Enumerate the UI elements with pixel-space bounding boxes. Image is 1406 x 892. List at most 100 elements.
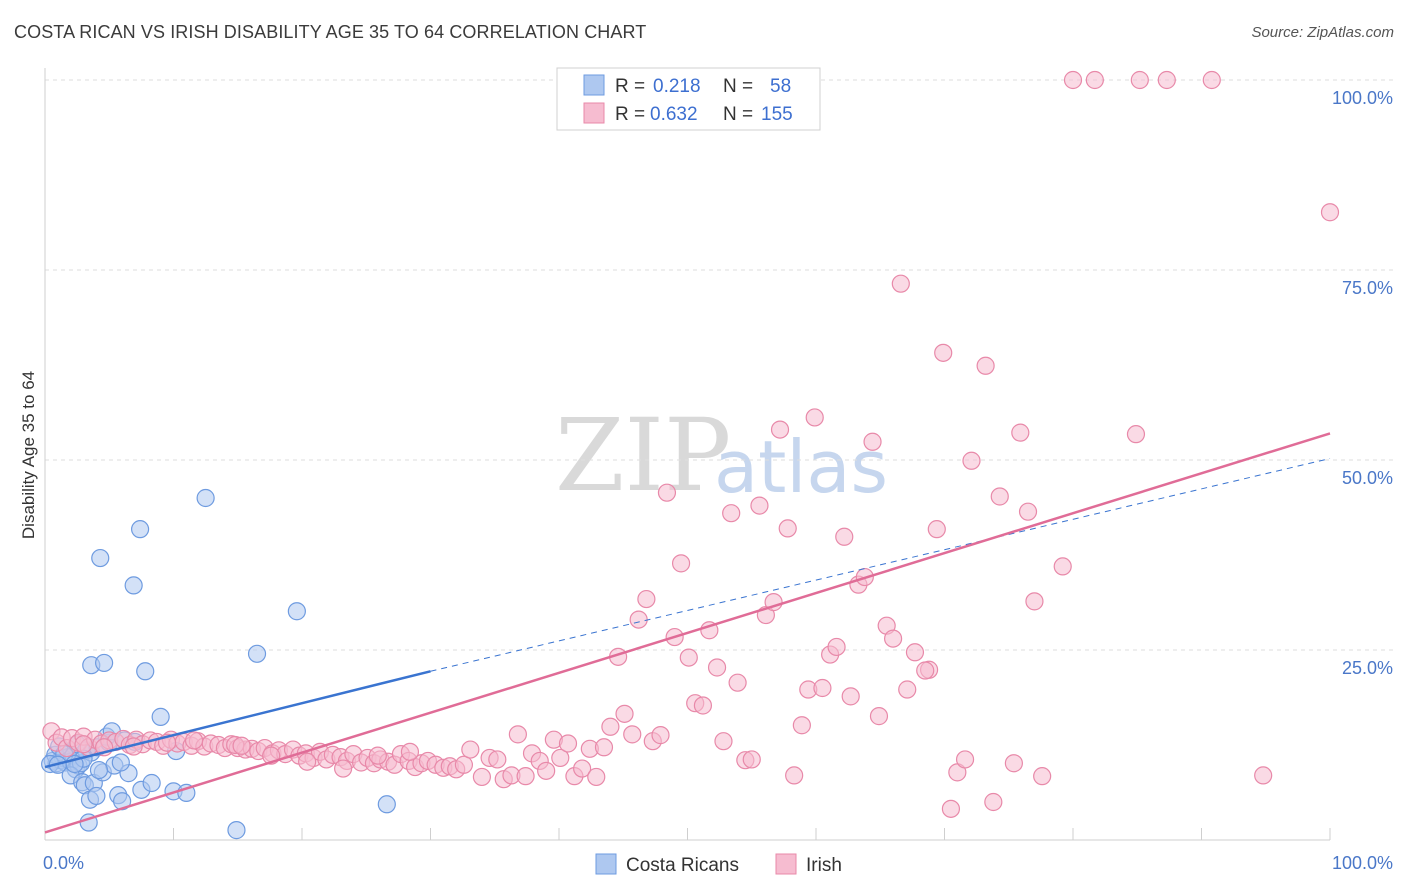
legend-r-label-costa: R = [615, 76, 645, 97]
point-irish-114 [750, 496, 769, 515]
point-irish-97 [629, 610, 648, 629]
point-irish-139 [934, 343, 953, 362]
point-irish-158 [1202, 70, 1221, 90]
point-irish-120 [792, 716, 811, 735]
bottom-legend-irish: Irish [806, 855, 842, 876]
point-costa-43 [151, 707, 170, 726]
trend-costa [44, 670, 431, 769]
point-irish-119 [785, 766, 804, 785]
point-irish-100 [651, 726, 670, 745]
point-costa-33 [87, 786, 106, 806]
source-credit: Source: ZipAtlas.com [1251, 24, 1394, 41]
bottom-legend-swatch-costa [595, 853, 617, 875]
point-irish-64 [74, 735, 93, 754]
point-irish-80 [508, 725, 527, 744]
y-axis-label: Disability Age 35 to 64 [19, 371, 38, 539]
point-irish-148 [1011, 423, 1030, 442]
point-irish-123 [813, 678, 832, 698]
legend-n-value-irish: 155 [761, 104, 793, 125]
chart-title: COSTA RICAN VS IRISH DISABILITY AGE 35 T… [14, 22, 647, 42]
series-costa-ricans [41, 488, 396, 840]
point-irish-153 [1063, 70, 1083, 90]
point-irish-140 [941, 799, 961, 818]
point-costa-46 [95, 653, 114, 673]
point-costa-37 [142, 773, 161, 793]
point-irish-125 [827, 637, 846, 657]
series-legend: Costa Ricans Irish [595, 853, 842, 876]
point-costa-51 [130, 520, 150, 539]
point-irish-155 [1126, 425, 1146, 444]
point-irish-161 [916, 661, 935, 680]
point-irish-89 [573, 759, 592, 778]
point-irish-92 [594, 738, 614, 757]
point-irish-106 [693, 696, 713, 715]
point-irish-111 [728, 673, 747, 692]
point-irish-87 [558, 734, 578, 753]
point-irish-149 [1018, 502, 1038, 521]
legend-swatch-costa [583, 74, 605, 96]
point-irish-127 [841, 687, 860, 706]
legend-swatch-irish [583, 102, 605, 124]
point-irish-63 [461, 740, 480, 759]
point-irish-152 [1053, 557, 1072, 576]
point-irish-74 [400, 742, 420, 761]
point-irish-154 [1085, 70, 1104, 90]
point-irish-150 [1025, 592, 1044, 611]
point-costa-56 [111, 753, 130, 772]
trend-lines [44, 432, 1331, 834]
point-costa-50 [124, 576, 143, 595]
point-irish-122 [805, 408, 824, 427]
point-irish-104 [679, 648, 698, 667]
legend-r-value-irish: 0.632 [650, 104, 698, 125]
trend-costa-extension [430, 457, 1331, 672]
point-irish-146 [990, 487, 1009, 506]
point-irish-160 [1320, 203, 1340, 222]
point-irish-143 [962, 451, 981, 470]
point-costa-31 [89, 760, 109, 780]
point-irish-110 [722, 504, 741, 523]
point-irish-108 [707, 658, 727, 677]
bottom-legend-costa: Costa Ricans [626, 855, 739, 876]
point-costa-41 [227, 821, 246, 840]
point-irish-126 [835, 527, 854, 546]
point-irish-157 [1157, 70, 1176, 90]
y-tick-label-3: 100.0% [1332, 88, 1393, 108]
legend-n-label-costa: N = [723, 76, 753, 97]
legend-r-value-costa: 0.218 [653, 76, 701, 97]
point-costa-53 [287, 602, 306, 621]
y-tick-label-2: 75.0% [1342, 278, 1393, 298]
watermark-zip: ZIP [555, 397, 731, 514]
point-irish-113 [742, 750, 761, 769]
point-irish-138 [927, 520, 946, 539]
point-irish-144 [976, 356, 995, 375]
y-tick-label-0: 25.0% [1342, 658, 1393, 678]
legend-r-label-irish: R = [615, 104, 645, 125]
point-irish-101 [657, 483, 677, 502]
point-irish-77 [488, 750, 507, 769]
point-irish-91 [587, 767, 606, 787]
point-irish-98 [637, 589, 656, 609]
point-irish-75 [472, 767, 491, 787]
stats-legend: R = 0.218 N = 58 R = 0.632 N = 155 [556, 67, 821, 131]
trend-irish [44, 432, 1331, 834]
x-tick-label-0: 0.0% [43, 853, 84, 873]
point-irish-68 [184, 731, 204, 750]
point-irish-156 [1130, 70, 1149, 90]
point-irish-86 [551, 748, 570, 768]
grid-lines [45, 79, 1395, 651]
point-irish-147 [1004, 754, 1023, 773]
point-costa-42 [377, 795, 396, 814]
point-irish-71 [298, 752, 317, 771]
point-irish-134 [891, 274, 910, 293]
point-irish-95 [615, 704, 634, 723]
point-irish-133 [883, 629, 903, 648]
point-irish-159 [1254, 766, 1273, 785]
bottom-legend-swatch-irish [775, 853, 797, 875]
point-irish-131 [869, 707, 889, 726]
legend-n-value-costa: 58 [770, 76, 791, 97]
point-irish-103 [671, 554, 691, 573]
point-irish-72 [334, 759, 353, 778]
point-costa-49 [91, 548, 110, 568]
y-tick-labels: 25.0% 50.0% 75.0% 100.0% [1332, 88, 1393, 678]
